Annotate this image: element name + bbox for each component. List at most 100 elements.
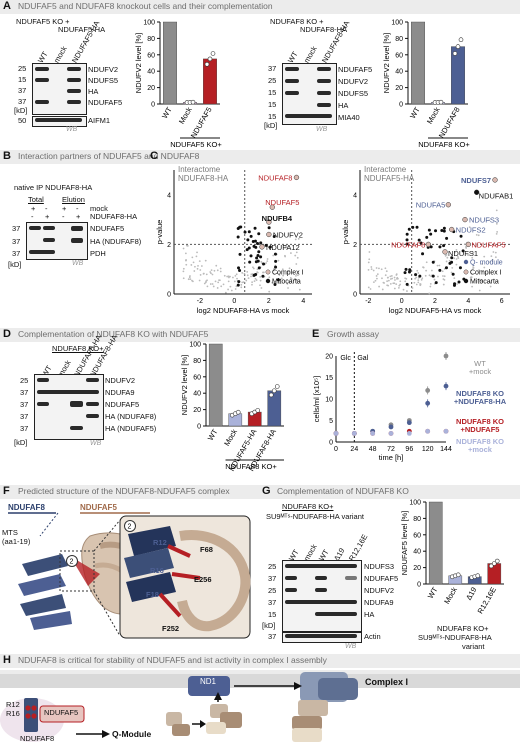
bar [163, 21, 178, 105]
data-point [187, 278, 190, 281]
x-tick-label: -2 [365, 298, 371, 305]
x-axis-label: time [h] [379, 453, 404, 462]
data-point [241, 281, 244, 284]
panel-h-header-bar [0, 654, 520, 668]
blot-band [315, 588, 327, 592]
highlight-point [293, 174, 300, 181]
data-point [247, 277, 250, 280]
panel-a-right-header: NDUFAF8 KO + [270, 17, 324, 26]
data-point [235, 409, 241, 415]
data-point [295, 274, 297, 277]
band-label: PDH [90, 249, 106, 258]
x-axis-label: NDUFAF8 KO+ [418, 140, 470, 149]
data-point [243, 230, 247, 234]
legend-entry: WT [474, 359, 486, 368]
data-point [211, 283, 214, 285]
data-point [210, 272, 212, 275]
wb-label: WB [72, 260, 84, 267]
data-point [247, 246, 251, 250]
point-label: NDUFS7 [461, 176, 491, 185]
blot-band [285, 91, 299, 95]
data-point [453, 251, 456, 254]
data-point [404, 280, 407, 283]
data-point [417, 272, 420, 274]
data-point [240, 286, 243, 289]
data-point [259, 279, 262, 282]
data-point [475, 243, 478, 246]
sign: - [76, 204, 79, 213]
data-point [276, 278, 280, 282]
data-point [464, 243, 466, 246]
band-label: NDUFV2 [364, 586, 395, 595]
y-tick-label: 20 [395, 85, 403, 92]
data-point [438, 264, 441, 267]
y-tick-label: 40 [147, 69, 155, 76]
data-point [236, 277, 238, 280]
data-point [456, 255, 459, 258]
data-point [452, 51, 458, 56]
panel-g-header: NDUFAF8 KO+ [282, 502, 334, 511]
data-point [442, 275, 444, 277]
x-tick-label: Mock [425, 105, 442, 125]
data-point [218, 279, 221, 282]
data-point [196, 251, 198, 254]
nd1-label: ND1 [200, 677, 217, 686]
data-point [475, 245, 478, 247]
data-point [372, 281, 375, 284]
y-tick-label: 100 [143, 20, 155, 27]
plot-title: Interactome [178, 165, 221, 174]
data-point [479, 279, 482, 282]
data-point [472, 251, 475, 254]
data-point [250, 273, 253, 276]
data-point [268, 392, 274, 398]
data-point [192, 280, 194, 283]
mw-marker: 37 [18, 86, 27, 95]
data-point [415, 276, 418, 279]
data-point [267, 226, 271, 230]
data-point [425, 428, 431, 434]
data-point [378, 285, 381, 288]
data-point [390, 275, 393, 277]
sign: - [31, 212, 34, 221]
data-point [445, 260, 448, 263]
data-point [200, 265, 203, 267]
kd-label: [kD] [14, 106, 28, 115]
blot-band [29, 250, 55, 254]
y-axis-label: cells/ml [x10⁵] [312, 376, 321, 422]
x-tick-label: 0 [400, 298, 404, 305]
data-point [278, 282, 281, 285]
band-label: NDUFS5 [88, 76, 119, 85]
col-elution: Elution [62, 195, 85, 204]
panel-g-title: Complementation of NDUFAF8 KO [277, 486, 409, 496]
band-label: HA [364, 610, 375, 619]
data-point [298, 288, 301, 291]
y-tick-label: 40 [193, 391, 201, 398]
data-point [206, 285, 209, 288]
data-point [205, 273, 208, 276]
band-label: NDUFA9 [105, 388, 135, 397]
y-tick-label: 60 [147, 52, 155, 59]
sign: + [76, 212, 81, 221]
data-point [420, 278, 423, 281]
data-point [443, 275, 446, 278]
y-tick-label: 0 [167, 292, 171, 299]
data-point [404, 267, 408, 271]
plot-title: NDUFAF5-HA [364, 174, 415, 183]
data-point [461, 249, 465, 253]
highlight-point [462, 216, 468, 223]
x-tick-label: 120 [422, 446, 434, 453]
assembly-model-diagram [0, 670, 520, 742]
y-tick-label: 100 [409, 500, 421, 507]
data-point [491, 561, 497, 566]
data-point [219, 267, 222, 270]
data-point [268, 245, 272, 249]
data-point [239, 225, 243, 229]
data-point [387, 279, 390, 282]
highlight-point [425, 241, 431, 248]
blot-band [285, 67, 299, 71]
x-tick-label: Mock [177, 105, 194, 125]
y-tick-label: 0 [329, 440, 333, 447]
blot-band [285, 79, 299, 83]
data-point [296, 256, 299, 259]
